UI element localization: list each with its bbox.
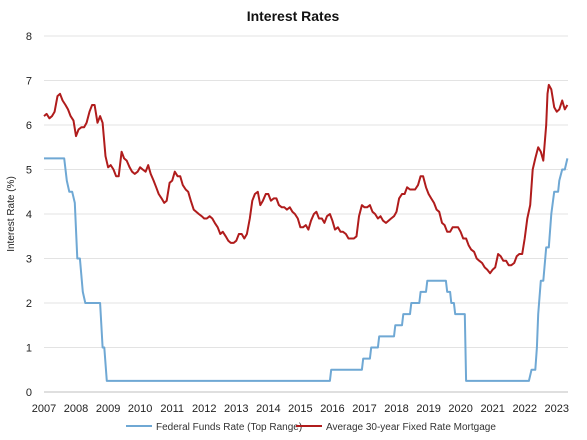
- series-line-0: [44, 157, 569, 382]
- x-tick-label: 2019: [416, 403, 440, 415]
- x-tick-label: 2007: [32, 403, 56, 415]
- legend: Federal Funds Rate (Top Range) Average 30…: [126, 422, 496, 433]
- x-tick-label: 2008: [64, 403, 88, 415]
- chart-title: Interest Rates: [247, 8, 340, 24]
- y-tick-label: 5: [26, 165, 32, 177]
- y-tick-label: 4: [26, 209, 32, 221]
- x-tick-label: 2012: [192, 403, 216, 415]
- x-tick-label: 2009: [96, 403, 120, 415]
- x-axis-ticks: 2007 2008 2009 2010 2011 2012 2013 2014 2015 2016…: [32, 403, 569, 415]
- x-tick-label: 2011: [160, 403, 184, 415]
- y-tick-label: 0: [26, 387, 32, 399]
- legend-label-0: Federal Funds Rate (Top Range): [156, 422, 302, 433]
- legend-label-1: Average 30-year Fixed Rate Mortgage: [326, 422, 496, 433]
- series-line-1: [43, 83, 569, 275]
- x-tick-label: 2018: [384, 403, 408, 415]
- x-tick-label: 2020: [448, 403, 472, 415]
- y-tick-label: 2: [26, 298, 32, 310]
- y-tick-label: 8: [26, 31, 32, 43]
- x-tick-label: 2017: [352, 403, 376, 415]
- y-tick-label: 7: [26, 76, 32, 88]
- series-lines: [43, 83, 569, 382]
- x-tick-label: 2014: [256, 403, 280, 415]
- y-tick-label: 3: [26, 254, 32, 266]
- x-tick-label: 2021: [480, 403, 504, 415]
- gridlines: [44, 35, 568, 393]
- x-tick-label: 2015: [288, 403, 312, 415]
- y-tick-label: 1: [26, 343, 32, 355]
- y-axis-ticks: 0 1 2 3 4 5 6 7 8: [26, 31, 32, 399]
- x-tick-label: 2013: [224, 403, 248, 415]
- x-tick-label: 2022: [512, 403, 536, 415]
- y-tick-label: 6: [26, 120, 32, 132]
- x-tick-label: 2016: [320, 403, 344, 415]
- x-tick-label: 2010: [128, 403, 152, 415]
- y-axis-label: Interest Rate (%): [6, 176, 17, 252]
- x-tick-label: 2023: [545, 403, 569, 415]
